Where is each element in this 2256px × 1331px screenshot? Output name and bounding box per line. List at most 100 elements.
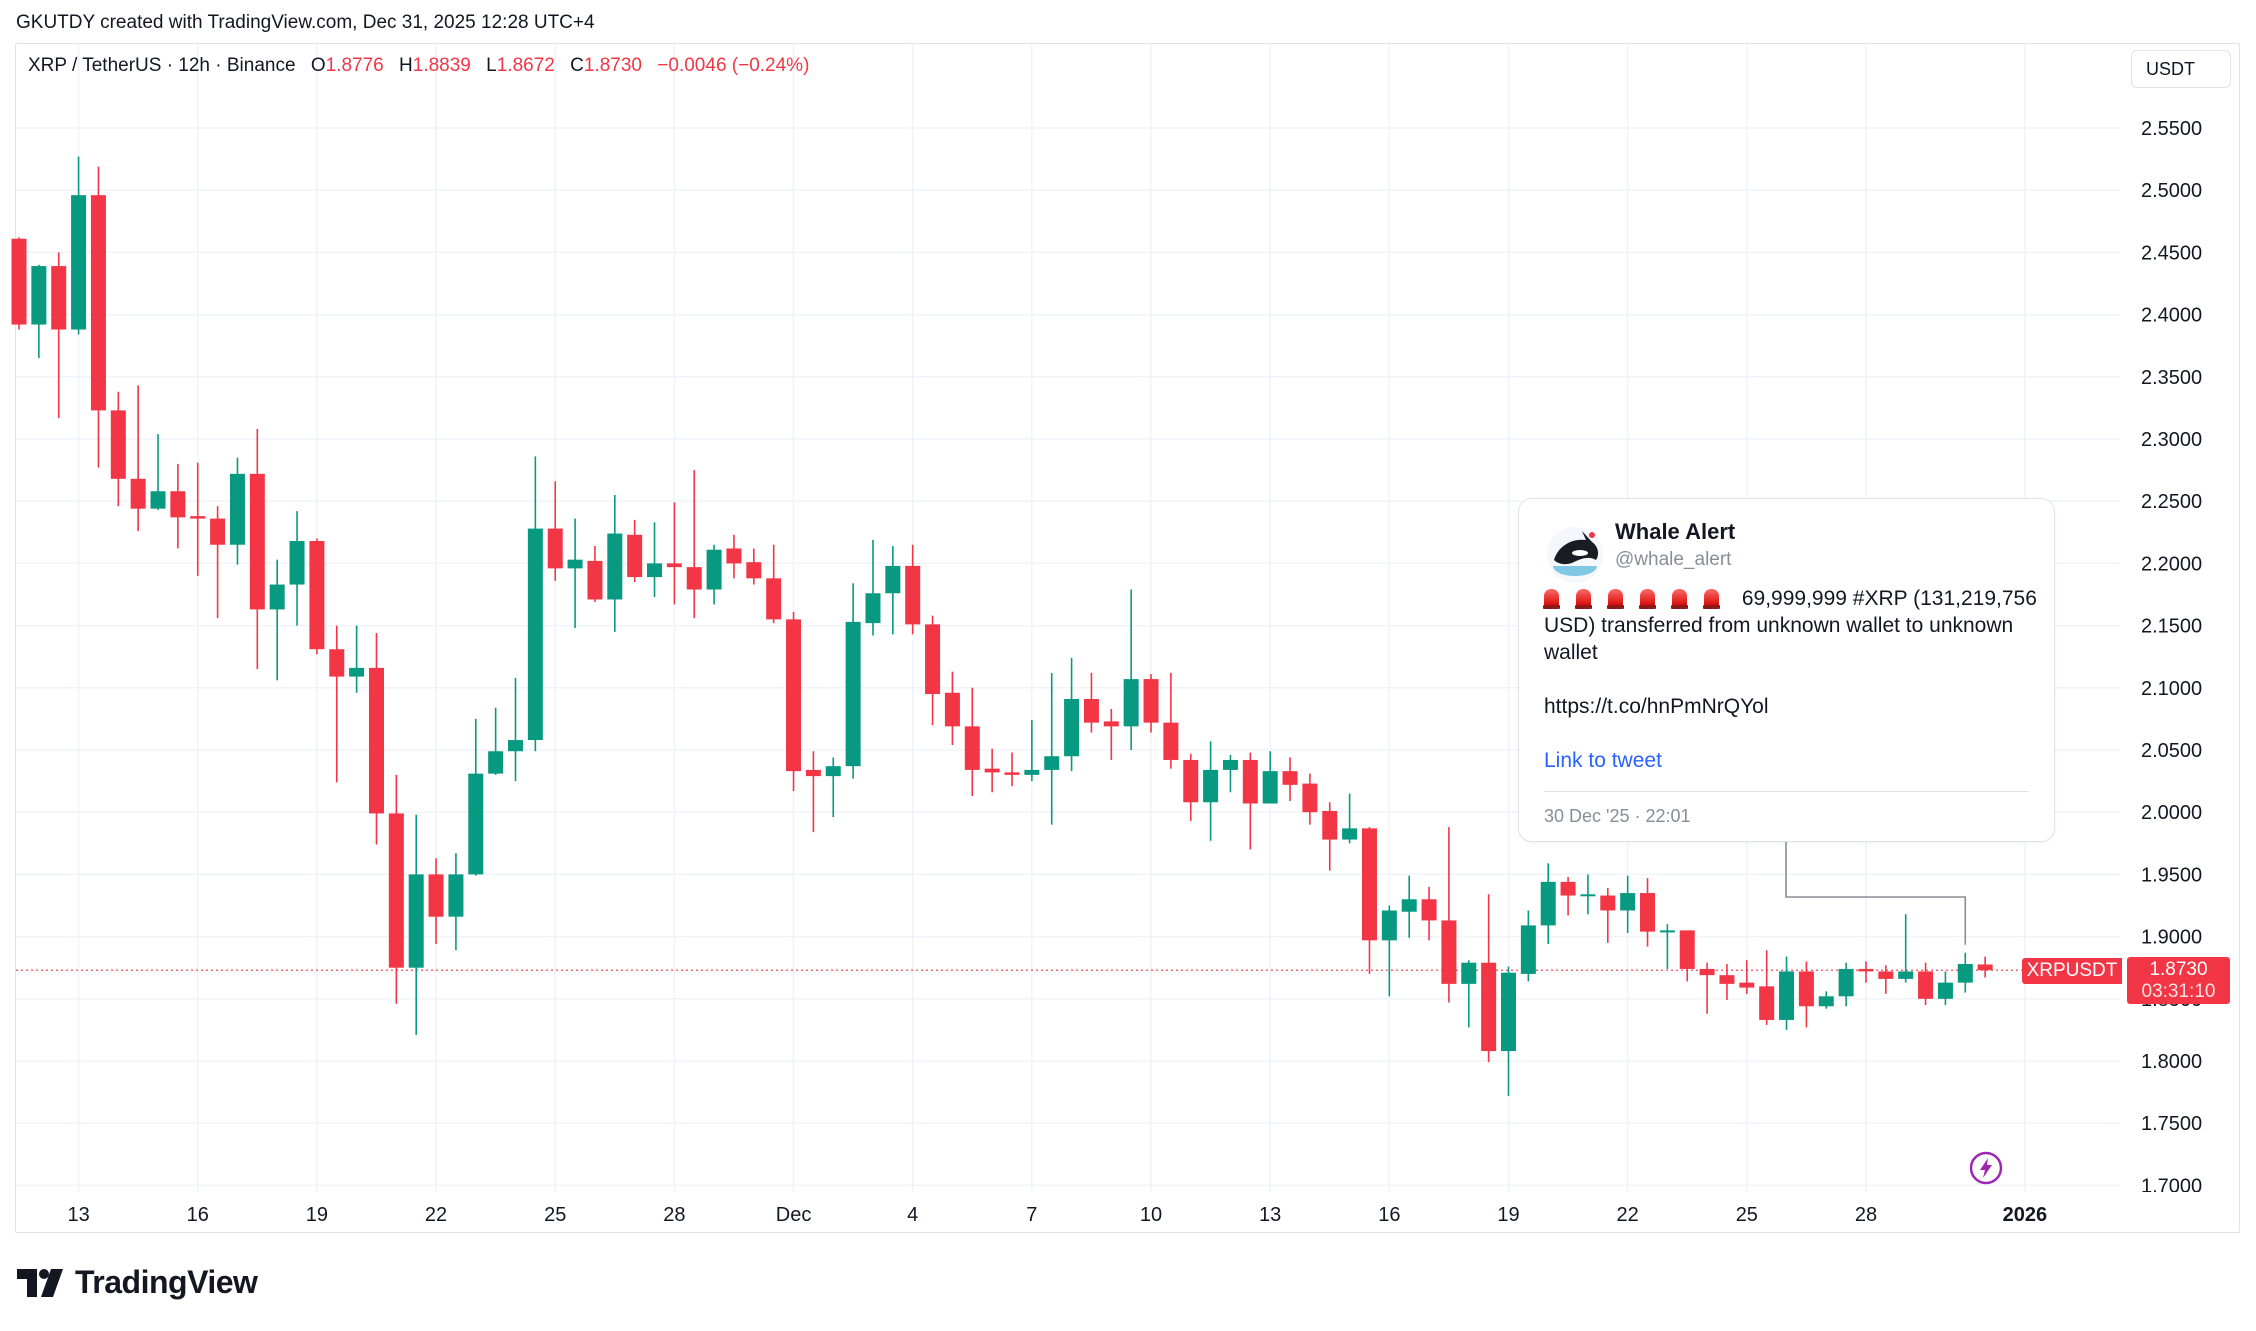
candle-body (567, 559, 583, 569)
candle-body (1937, 982, 1953, 999)
price-axis-clip (2125, 1192, 2235, 1202)
candle-up (607, 494, 623, 632)
candle-body (726, 548, 742, 564)
candle-down (905, 544, 921, 635)
candle-up (1818, 991, 1834, 1009)
candle-body (1302, 783, 1318, 813)
candle-up (865, 539, 881, 636)
candle-body (11, 238, 27, 325)
candle-body (647, 563, 663, 578)
candle-body (190, 516, 206, 519)
lightning-icon[interactable] (1969, 1151, 2003, 1185)
candle-down (726, 534, 742, 579)
candle-down (1719, 963, 1735, 1001)
tweet-timestamp: 30 Dec '25 · 22:01 (1544, 806, 1691, 826)
candle-down (309, 538, 325, 655)
candle-body (1203, 769, 1219, 803)
candle-body (944, 692, 960, 727)
price-axis-label: 1.9500 (2141, 864, 2202, 886)
candle-down (1302, 773, 1318, 825)
price-axis-label: 2.0500 (2141, 740, 2202, 762)
candle-body (547, 528, 563, 569)
time-axis-label: 28 (663, 1204, 685, 1226)
candle-up (527, 456, 543, 752)
candle-body (1520, 925, 1536, 974)
price-axis-label: 2.4000 (2141, 305, 2202, 327)
candle-body (1898, 971, 1914, 979)
tweet-body: 69,999,999 #XRP (131,219,756 USD) transf… (1543, 585, 2044, 666)
time-axis-label: 13 (1259, 1204, 1281, 1226)
candle-down (1441, 827, 1457, 1003)
symbol-title[interactable]: XRP / TetherUS · 12h · Binance (28, 55, 296, 76)
candle-body (1600, 895, 1616, 911)
candle-body (150, 491, 166, 509)
candle-up (1123, 589, 1139, 750)
price-axis-label: 2.1500 (2141, 616, 2202, 638)
time-axis-label: 19 (1497, 1204, 1519, 1226)
close-label: C (570, 55, 584, 76)
candle-body (130, 478, 146, 509)
candle-body (249, 473, 265, 610)
candle-down (1282, 757, 1298, 802)
close-value: 1.8730 (583, 55, 643, 76)
candle-body (766, 578, 782, 620)
candle-down (368, 633, 384, 845)
candle-body (1004, 772, 1020, 775)
candle-down (766, 544, 782, 624)
candle-body (71, 195, 87, 330)
candle-up (1779, 956, 1795, 1030)
candle-down (984, 748, 1000, 793)
candle-down (1103, 708, 1119, 760)
chart-frame[interactable] (15, 43, 2240, 1233)
siren-icon (1639, 589, 1656, 609)
candle-up (1957, 952, 1973, 993)
candle-down (627, 519, 643, 583)
candle-body (1858, 968, 1874, 972)
candle-up (229, 457, 245, 565)
candle-down (746, 548, 762, 585)
time-axis-label: 25 (1736, 1204, 1758, 1226)
candle-body (1640, 893, 1656, 932)
tradingview-logo[interactable]: TradingView (17, 1264, 258, 1301)
candle-up (269, 559, 285, 681)
price-axis-label: 2.0000 (2141, 802, 2202, 824)
candle-body (1064, 698, 1080, 757)
last-price-tag: 1.8730 03:31:10 (2127, 957, 2230, 1004)
candle-body (1501, 972, 1516, 1052)
low-label: L (486, 55, 497, 76)
candle-body (1779, 971, 1795, 1020)
link-to-tweet[interactable]: Link to tweet (1544, 749, 1662, 772)
currency-button[interactable]: USDT (2131, 50, 2231, 88)
tweet-card[interactable]: Whale Alert @whale_alert 69,999,999 #XRP… (1518, 498, 2055, 842)
candle-body (1461, 962, 1477, 984)
candle-down (805, 751, 821, 833)
candle-down (1560, 876, 1576, 916)
candle-body (905, 565, 921, 625)
candle-up (1342, 793, 1358, 844)
time-axis-label: 10 (1140, 1204, 1162, 1226)
price-axis-label: 2.2500 (2141, 491, 2202, 513)
candle-body (845, 621, 861, 767)
siren-icon (1607, 589, 1624, 609)
candle-body (1083, 698, 1099, 723)
candle-body (329, 649, 345, 677)
candle-body (1679, 930, 1695, 969)
candle-body (984, 768, 1000, 773)
candle-body (1818, 996, 1834, 1007)
time-axis-label: 13 (67, 1204, 89, 1226)
candle-up (1401, 875, 1417, 938)
candle-down (1977, 956, 1993, 978)
candle-up (1937, 971, 1953, 1006)
candle-body (110, 410, 126, 479)
candle-up (647, 522, 663, 597)
siren-icon (1671, 589, 1688, 609)
candle-body (925, 624, 941, 695)
candle-down (388, 774, 404, 1004)
tweet-author-handle: @whale_alert (1615, 549, 1732, 570)
candle-body (1401, 899, 1417, 912)
candle-down (786, 611, 802, 792)
candle-down (1679, 930, 1695, 982)
candle-body (885, 565, 901, 594)
candle-up (1381, 905, 1397, 997)
tweet-url[interactable]: https://t.co/hnPmNrQYol (1544, 695, 1769, 718)
